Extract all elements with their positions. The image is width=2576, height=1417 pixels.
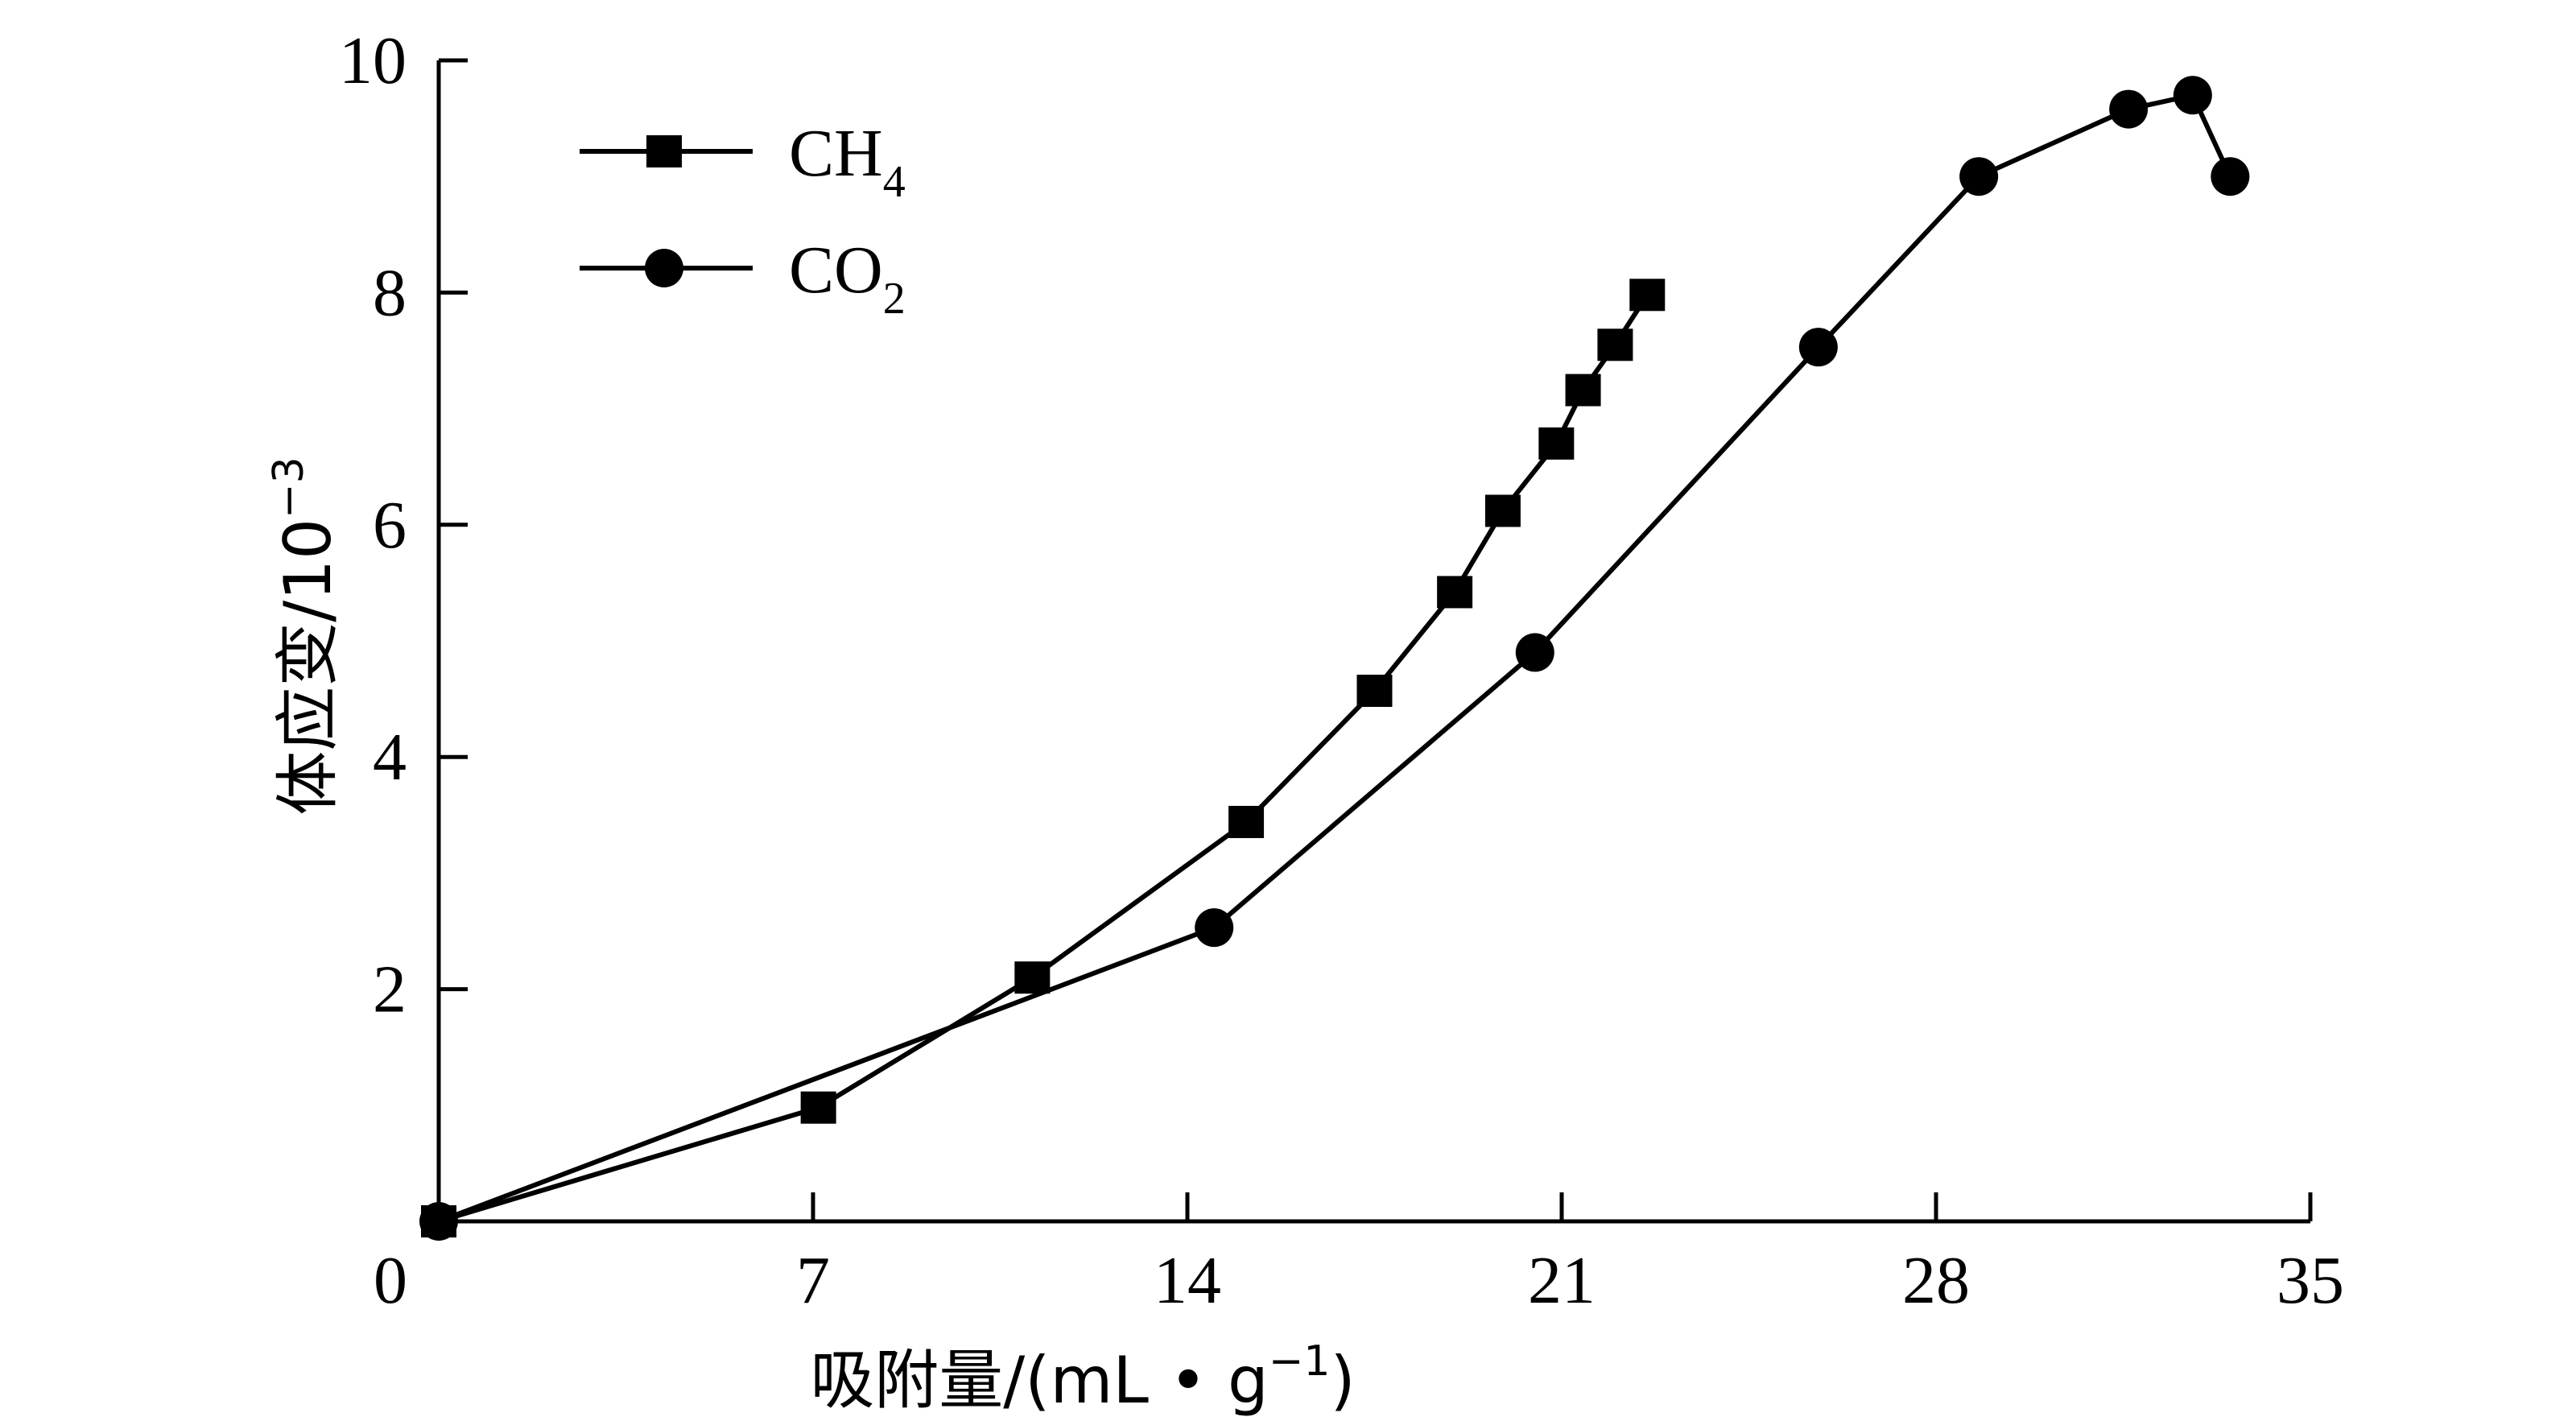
- data-point-co2: [2211, 157, 2250, 196]
- data-point-co2: [1515, 633, 1554, 672]
- data-point-ch4: [1565, 374, 1601, 407]
- series-layer: [419, 76, 2250, 1241]
- series-ch4: [421, 279, 1666, 1237]
- data-point-ch4: [1629, 279, 1666, 312]
- data-point-co2: [2109, 89, 2149, 129]
- y-tick-label: 10: [339, 23, 407, 98]
- x-tick-label: 14: [1154, 1243, 1221, 1318]
- y-axis-title: 体应变/10−3: [265, 456, 345, 815]
- axes: 7 14 21 28 35 2 4 6 8 10: [339, 23, 2344, 1318]
- data-point-co2: [1195, 908, 1234, 948]
- legend-label-ch4: CH4: [789, 116, 906, 207]
- series-line-ch4: [438, 293, 1649, 1224]
- data-point-ch4: [1014, 961, 1051, 994]
- series-line-co2: [437, 93, 2233, 1224]
- x-tick-label: 7: [796, 1243, 830, 1318]
- data-point-co2: [1798, 328, 1838, 367]
- x-tick-label: 21: [1528, 1243, 1596, 1318]
- legend-item-ch4: CH4: [580, 116, 906, 207]
- legend-marker-co2: [645, 249, 683, 287]
- data-point-ch4: [800, 1091, 836, 1124]
- data-point-co2: [1959, 157, 1999, 196]
- legend-marker-ch4: [646, 135, 682, 167]
- series-co2: [419, 76, 2250, 1241]
- y-tick-label: 4: [373, 720, 407, 795]
- y-tick-label: 8: [373, 255, 407, 330]
- data-point-ch4: [1484, 494, 1521, 527]
- legend-item-co2: CO2: [580, 233, 906, 324]
- data-point-co2: [2173, 76, 2212, 115]
- data-point-ch4: [1538, 427, 1575, 460]
- data-point-ch4: [1437, 576, 1473, 609]
- origin-label: 0: [374, 1243, 407, 1318]
- y-tick-label: 6: [373, 488, 407, 563]
- x-tick-label: 28: [1902, 1243, 1970, 1318]
- data-point-ch4: [1356, 675, 1393, 708]
- data-point-ch4: [1597, 328, 1633, 361]
- data-point-ch4: [1228, 805, 1265, 838]
- x-tick-label: 35: [2277, 1243, 2344, 1318]
- x-axis-title: 吸附量/(mL • g−1): [810, 1337, 1355, 1417]
- data-point-co2: [419, 1202, 458, 1241]
- legend-label-co2: CO2: [789, 233, 906, 324]
- y-tick-label: 2: [373, 952, 407, 1027]
